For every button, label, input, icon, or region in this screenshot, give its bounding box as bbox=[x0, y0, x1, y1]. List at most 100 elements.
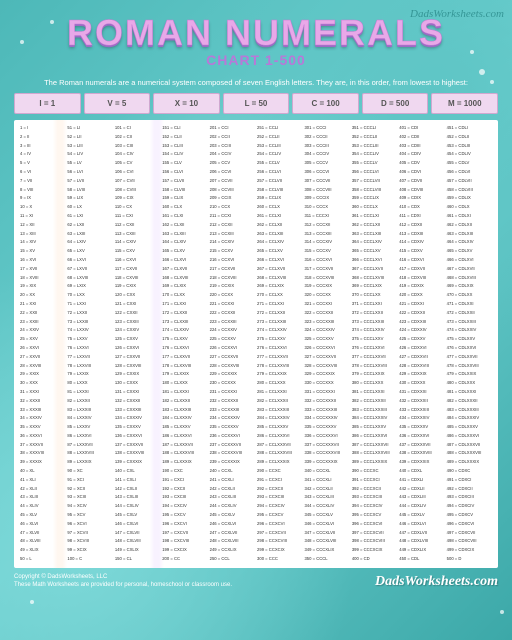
numeral-row: 226 = CCXXVI bbox=[210, 344, 255, 353]
numeral-row: 144 = CXLIV bbox=[115, 502, 160, 511]
numeral-row: 141 = CXLI bbox=[115, 476, 160, 485]
numeral-row: 294 = CCXCIV bbox=[257, 502, 302, 511]
numeral-row: 186 = CLXXXVI bbox=[162, 432, 207, 441]
numeral-row: 407 = CDVII bbox=[399, 177, 444, 186]
numeral-row: 492 = CDXCII bbox=[447, 485, 492, 494]
numeral-row: 127 = CXXVII bbox=[115, 353, 160, 362]
numeral-row: 278 = CCLXXVIII bbox=[257, 362, 302, 371]
numeral-row: 370 = CCCLXX bbox=[352, 291, 397, 300]
numeral-row: 260 = CCLX bbox=[257, 203, 302, 212]
numeral-row: 462 = CDLXII bbox=[447, 221, 492, 230]
numeral-row: 180 = CLXXX bbox=[162, 379, 207, 388]
chart-column: 1 = I2 = II3 = III4 = IV5 = V6 = VI7 = V… bbox=[20, 124, 65, 564]
numeral-row: 181 = CLXXXI bbox=[162, 388, 207, 397]
numeral-row: 419 = CDXIX bbox=[399, 282, 444, 291]
numeral-row: 72 = LXXII bbox=[67, 309, 112, 318]
numeral-row: 346 = CCCXLVI bbox=[304, 520, 349, 529]
numeral-row: 61 = LXI bbox=[67, 212, 112, 221]
numeral-row: 233 = CCXXXIII bbox=[210, 406, 255, 415]
numeral-row: 410 = CDX bbox=[399, 203, 444, 212]
numeral-row: 425 = CDXXV bbox=[399, 335, 444, 344]
numeral-row: 449 = CDXLIX bbox=[399, 546, 444, 555]
numeral-row: 344 = CCCXLIV bbox=[304, 502, 349, 511]
numeral-row: 123 = CXXIII bbox=[115, 318, 160, 327]
numeral-row: 131 = CXXXI bbox=[115, 388, 160, 397]
numeral-row: 248 = CCXLVIII bbox=[210, 537, 255, 546]
numeral-row: 89 = LXXXIX bbox=[67, 458, 112, 467]
chart-column: 351 = CCCLI352 = CCCLII353 = CCCLIII354 … bbox=[352, 124, 397, 564]
numeral-row: 292 = CCXCII bbox=[257, 485, 302, 494]
numeral-row: 118 = CXVIII bbox=[115, 274, 160, 283]
numeral-row: 228 = CCXXVIII bbox=[210, 362, 255, 371]
numeral-row: 196 = CXCVI bbox=[162, 520, 207, 529]
numeral-row: 85 = LXXXV bbox=[67, 423, 112, 432]
numeral-row: 47 = XLVII bbox=[20, 529, 65, 538]
numeral-row: 93 = XCIII bbox=[67, 493, 112, 502]
numeral-row: 155 = CLV bbox=[162, 159, 207, 168]
numeral-row: 229 = CCXXIX bbox=[210, 370, 255, 379]
numeral-row: 395 = CCCXCV bbox=[352, 511, 397, 520]
numeral-row: 221 = CCXXI bbox=[210, 300, 255, 309]
numeral-row: 239 = CCXXXIX bbox=[210, 458, 255, 467]
numeral-row: 74 = LXXIV bbox=[67, 326, 112, 335]
numeral-row: 95 = XCV bbox=[67, 511, 112, 520]
numeral-row: 378 = CCCLXXVIII bbox=[352, 362, 397, 371]
numeral-row: 313 = CCCXIII bbox=[304, 230, 349, 239]
numeral-row: 427 = CDXXVII bbox=[399, 353, 444, 362]
numeral-row: 36 = XXXVI bbox=[20, 432, 65, 441]
numeral-row: 435 = CDXXXV bbox=[399, 423, 444, 432]
numeral-row: 366 = CCCLXVI bbox=[352, 256, 397, 265]
numeral-row: 417 = CDXVII bbox=[399, 265, 444, 274]
numeral-row: 429 = CDXXIX bbox=[399, 370, 444, 379]
numeral-row: 479 = CDLXXIX bbox=[447, 370, 492, 379]
numeral-row: 148 = CXLVIII bbox=[115, 537, 160, 546]
numeral-row: 399 = CCCXCIX bbox=[352, 546, 397, 555]
numeral-row: 391 = CCCXCI bbox=[352, 476, 397, 485]
numeral-row: 238 = CCXXXVIII bbox=[210, 449, 255, 458]
numeral-row: 318 = CCCXVIII bbox=[304, 274, 349, 283]
numeral-row: 470 = CDLXX bbox=[447, 291, 492, 300]
numeral-row: 76 = LXXVI bbox=[67, 344, 112, 353]
numeral-row: 167 = CLXVII bbox=[162, 265, 207, 274]
numeral-row: 458 = CDLVIII bbox=[447, 186, 492, 195]
numeral-row: 203 = CCIII bbox=[210, 142, 255, 151]
numeral-row: 386 = CCCLXXXVI bbox=[352, 432, 397, 441]
numeral-row: 166 = CLXVI bbox=[162, 256, 207, 265]
numeral-row: 499 = CDXCIX bbox=[447, 546, 492, 555]
numeral-row: 30 = XXX bbox=[20, 379, 65, 388]
numeral-row: 259 = CCLIX bbox=[257, 194, 302, 203]
numeral-row: 102 = CII bbox=[115, 133, 160, 142]
numeral-row: 286 = CCLXXXVI bbox=[257, 432, 302, 441]
numeral-row: 40 = XL bbox=[20, 467, 65, 476]
numeral-row: 478 = CDLXXVIII bbox=[447, 362, 492, 371]
numeral-row: 348 = CCCXLVIII bbox=[304, 537, 349, 546]
numeral-row: 288 = CCLXXXVIII bbox=[257, 449, 302, 458]
numeral-row: 457 = CDLVII bbox=[447, 177, 492, 186]
numeral-row: 406 = CDVI bbox=[399, 168, 444, 177]
numeral-row: 405 = CDV bbox=[399, 159, 444, 168]
numeral-row: 434 = CDXXXIV bbox=[399, 414, 444, 423]
numeral-row: 270 = CCLXX bbox=[257, 291, 302, 300]
chart-column: 301 = CCCI302 = CCCII303 = CCCIII304 = C… bbox=[304, 124, 349, 564]
numeral-row: 285 = CCLXXXV bbox=[257, 423, 302, 432]
numeral-row: 164 = CLXIV bbox=[162, 238, 207, 247]
numeral-row: 467 = CDLXVII bbox=[447, 265, 492, 274]
numeral-row: 403 = CDIII bbox=[399, 142, 444, 151]
numeral-row: 68 = LXVIII bbox=[67, 274, 112, 283]
numeral-row: 170 = CLXX bbox=[162, 291, 207, 300]
copyright-line: Copyright © DadsWorksheets, LLC bbox=[14, 574, 232, 582]
numeral-row: 442 = CDXLII bbox=[399, 485, 444, 494]
numeral-row: 441 = CDXLI bbox=[399, 476, 444, 485]
numeral-row: 5 = V bbox=[20, 159, 65, 168]
numeral-row: 331 = CCCXXXI bbox=[304, 388, 349, 397]
numeral-row: 362 = CCCLXII bbox=[352, 221, 397, 230]
numeral-row: 456 = CDLVI bbox=[447, 168, 492, 177]
numeral-row: 114 = CXIV bbox=[115, 238, 160, 247]
numeral-row: 125 = CXXV bbox=[115, 335, 160, 344]
numeral-row: 129 = CXXIX bbox=[115, 370, 160, 379]
tagline-line: These Math Worksheets are provided for p… bbox=[14, 582, 232, 590]
numeral-row: 488 = CDLXXXVIII bbox=[447, 449, 492, 458]
numeral-row: 279 = CCLXXIX bbox=[257, 370, 302, 379]
numeral-row: 246 = CCXLVI bbox=[210, 520, 255, 529]
numeral-row: 16 = XVI bbox=[20, 256, 65, 265]
